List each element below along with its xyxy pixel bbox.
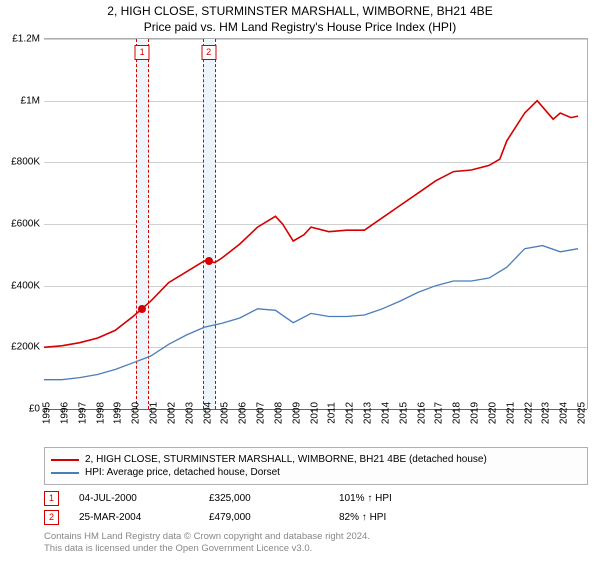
series-line-price_paid	[44, 101, 578, 348]
sale-marker-box: 2	[44, 510, 59, 525]
chart-lines	[44, 39, 587, 409]
footer: Contains HM Land Registry data © Crown c…	[44, 531, 588, 556]
legend-swatch	[51, 459, 79, 461]
sale-marker-box: 1	[44, 491, 59, 506]
sale-row: 1 04-JUL-2000 £325,000 101% ↑ HPI	[44, 491, 588, 506]
x-axis-label: 1995	[42, 402, 53, 424]
x-axis-label: 2005	[220, 402, 231, 424]
x-axis-label: 2017	[434, 402, 445, 424]
x-axis-label: 2020	[487, 402, 498, 424]
x-axis-label: 2002	[166, 402, 177, 424]
x-axis-label: 1999	[113, 402, 124, 424]
y-axis-label: £1.2M	[12, 34, 40, 45]
sale-price: £325,000	[209, 493, 339, 504]
x-axis-label: 2024	[559, 402, 570, 424]
x-axis-label: 1996	[59, 402, 70, 424]
footer-line: Contains HM Land Registry data © Crown c…	[44, 531, 588, 543]
x-axis-label: 2012	[345, 402, 356, 424]
x-axis-labels: 1995199619971998199920002001200220032004…	[44, 409, 588, 443]
sales-table: 1 04-JUL-2000 £325,000 101% ↑ HPI 2 25-M…	[44, 491, 588, 525]
series-line-hpi	[44, 246, 578, 380]
chart-title: 2, HIGH CLOSE, STURMINSTER MARSHALL, WIM…	[0, 4, 600, 18]
y-axis-label: £1M	[21, 95, 40, 106]
footer-line: This data is licensed under the Open Gov…	[44, 543, 588, 555]
x-axis-label: 2015	[398, 402, 409, 424]
legend-item: 2, HIGH CLOSE, STURMINSTER MARSHALL, WIM…	[51, 454, 581, 465]
legend-label: HPI: Average price, detached house, Dors…	[85, 467, 280, 478]
legend: 2, HIGH CLOSE, STURMINSTER MARSHALL, WIM…	[44, 447, 588, 485]
x-axis-label: 2016	[416, 402, 427, 424]
y-axis-label: £0	[29, 404, 40, 415]
sale-price: £479,000	[209, 512, 339, 523]
x-axis-label: 2007	[256, 402, 267, 424]
x-axis-label: 2010	[309, 402, 320, 424]
x-axis-label: 2008	[273, 402, 284, 424]
y-axis-label: £600K	[11, 219, 40, 230]
sale-date: 04-JUL-2000	[79, 493, 209, 504]
x-axis-label: 2013	[363, 402, 374, 424]
x-axis-label: 2009	[291, 402, 302, 424]
x-axis-label: 2018	[452, 402, 463, 424]
x-axis-label: 1997	[77, 402, 88, 424]
legend-swatch	[51, 472, 79, 474]
x-axis-label: 2001	[149, 402, 160, 424]
y-axis-label: £200K	[11, 342, 40, 353]
x-axis-label: 2019	[470, 402, 481, 424]
x-axis-label: 2004	[202, 402, 213, 424]
x-axis-label: 2023	[541, 402, 552, 424]
chart-area: £0£200K£400K£600K£800K£1M£1.2M12	[44, 38, 588, 409]
y-axis-label: £800K	[11, 157, 40, 168]
x-axis-label: 2000	[131, 402, 142, 424]
sale-change: 101% ↑ HPI	[339, 493, 469, 504]
x-axis-label: 2003	[184, 402, 195, 424]
x-axis-label: 2025	[577, 402, 588, 424]
chart-subtitle: Price paid vs. HM Land Registry's House …	[0, 20, 600, 34]
sale-change: 82% ↑ HPI	[339, 512, 469, 523]
x-axis-label: 1998	[95, 402, 106, 424]
x-axis-label: 2014	[380, 402, 391, 424]
y-axis-label: £400K	[11, 280, 40, 291]
x-axis-label: 2011	[327, 402, 338, 424]
x-axis-label: 2006	[238, 402, 249, 424]
legend-label: 2, HIGH CLOSE, STURMINSTER MARSHALL, WIM…	[85, 454, 487, 465]
x-axis-label: 2022	[523, 402, 534, 424]
sale-date: 25-MAR-2004	[79, 512, 209, 523]
legend-item: HPI: Average price, detached house, Dors…	[51, 467, 581, 478]
x-axis-label: 2021	[505, 402, 516, 424]
sale-row: 2 25-MAR-2004 £479,000 82% ↑ HPI	[44, 510, 588, 525]
chart-container: 2, HIGH CLOSE, STURMINSTER MARSHALL, WIM…	[0, 4, 600, 564]
